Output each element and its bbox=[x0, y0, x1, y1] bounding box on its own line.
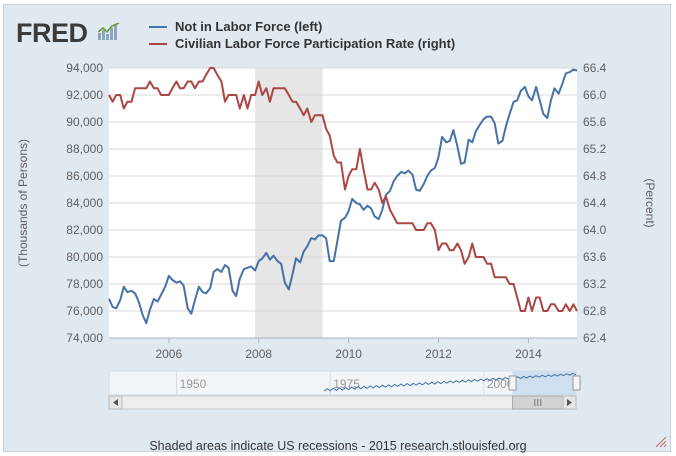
logo-text: FRED bbox=[16, 18, 88, 48]
legend-swatch-blue bbox=[149, 26, 167, 28]
left-tick-label: 92,000 bbox=[66, 88, 103, 102]
left-tick-label: 74,000 bbox=[66, 331, 103, 345]
arrow-right-icon bbox=[567, 399, 572, 406]
right-tick-label: 63.2 bbox=[583, 277, 607, 291]
left-tick-label: 82,000 bbox=[66, 223, 103, 237]
left-tick-label: 78,000 bbox=[66, 277, 103, 291]
right-tick-label: 62.8 bbox=[583, 304, 607, 318]
right-tick-label: 63.6 bbox=[583, 250, 607, 264]
navigator-series-preview bbox=[323, 372, 577, 392]
right-tick-label: 66.0 bbox=[583, 88, 607, 102]
series-line-participation-rate bbox=[108, 67, 578, 312]
navigator-handle-left[interactable] bbox=[508, 375, 517, 391]
range-navigator[interactable]: 1950 1975 2000 bbox=[4, 5, 672, 415]
scrollbar-track[interactable] bbox=[108, 395, 577, 410]
navigator-label: 1975 bbox=[333, 377, 360, 391]
x-tick-label: 2014 bbox=[515, 347, 542, 361]
left-tick-label: 88,000 bbox=[66, 142, 103, 156]
right-tick-label: 64.4 bbox=[583, 196, 607, 210]
right-axis-title: (Percent) bbox=[643, 178, 657, 227]
navigator-labels: 1950 1975 2000 bbox=[176, 371, 514, 395]
right-tick-label: 64.8 bbox=[583, 169, 607, 183]
right-tick-label: 62.4 bbox=[583, 331, 607, 345]
left-tick-label: 94,000 bbox=[66, 61, 103, 75]
navigator-handle-right[interactable] bbox=[572, 375, 581, 391]
x-tick-label: 2010 bbox=[335, 347, 362, 361]
left-tick-label: 84,000 bbox=[66, 196, 103, 210]
arrow-left-icon bbox=[113, 399, 118, 406]
line-chart[interactable]: 2006 2008 2010 2012 2014 74,000 76,000 78,000 8… bbox=[4, 5, 672, 365]
right-tick-label: 64.0 bbox=[583, 223, 607, 237]
left-tick-label: 86,000 bbox=[66, 169, 103, 183]
left-axis-title: (Thousands of Persons) bbox=[16, 139, 30, 267]
navigator-label: 1950 bbox=[180, 377, 207, 391]
series-line-not-in-labor-force bbox=[108, 68, 578, 325]
right-axis-ticks: 62.4 62.8 63.2 63.6 64.0 64.4 64.8 65.2 65.6 66.0… bbox=[583, 61, 607, 345]
left-axis-ticks: 74,000 76,000 78,000 80,000 82,000 84,000 86,0… bbox=[66, 61, 103, 345]
footer-note: Shaded areas indicate US recessions - 20… bbox=[149, 439, 527, 453]
right-tick-label: 66.4 bbox=[583, 61, 607, 75]
resize-handle-icon[interactable] bbox=[656, 437, 666, 447]
x-tick-label: 2008 bbox=[245, 347, 272, 361]
data-series bbox=[108, 67, 578, 325]
left-tick-label: 90,000 bbox=[66, 115, 103, 129]
grip-icon bbox=[534, 399, 542, 406]
x-tick-label: 2006 bbox=[155, 347, 182, 361]
navigator-track bbox=[108, 370, 577, 396]
left-tick-label: 80,000 bbox=[66, 250, 103, 264]
right-tick-label: 65.6 bbox=[583, 115, 607, 129]
x-tick-label: 2012 bbox=[425, 347, 452, 361]
navigator-label: 2000 bbox=[487, 377, 514, 391]
legend-label: Civilian Labor Force Participation Rate … bbox=[175, 36, 456, 51]
navigator-selected-range[interactable] bbox=[512, 371, 577, 395]
legend-label: Not in Labor Force (left) bbox=[175, 19, 323, 34]
right-tick-label: 65.2 bbox=[583, 142, 607, 156]
left-tick-label: 76,000 bbox=[66, 304, 103, 318]
chart-frame: FRED Not in Labor Force (left) Civilian … bbox=[3, 4, 672, 453]
legend-swatch-red bbox=[149, 43, 167, 45]
line-chart-icon bbox=[98, 23, 120, 40]
x-axis-ticks: 2006 2008 2010 2012 2014 bbox=[109, 337, 577, 361]
